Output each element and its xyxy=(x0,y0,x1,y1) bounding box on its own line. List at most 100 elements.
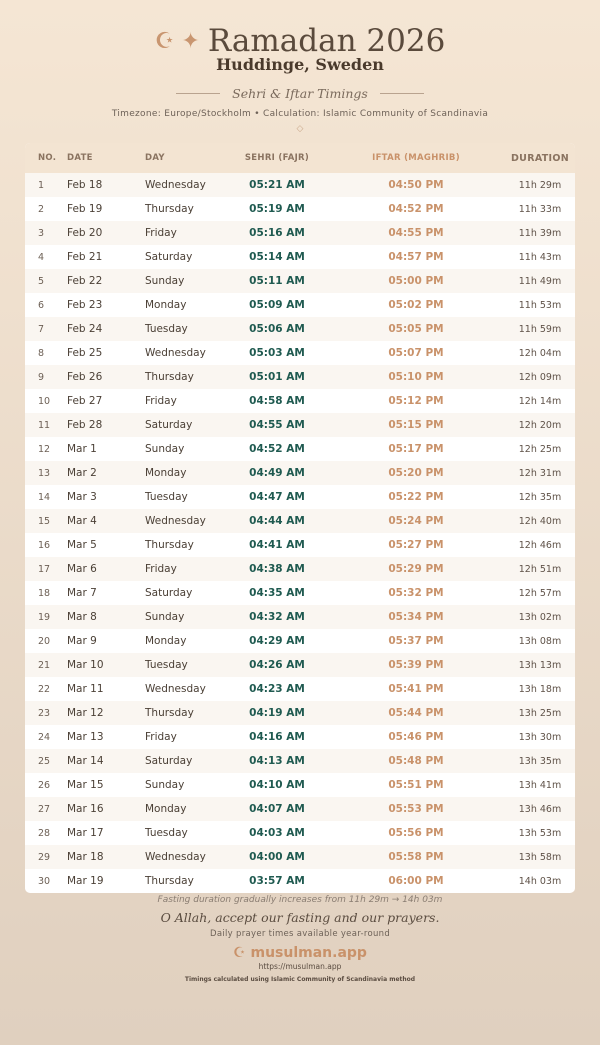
row-duration: 13h 08m xyxy=(518,635,562,647)
row-date: Mar 15 xyxy=(67,779,104,791)
table-row: 6 Feb 23 Monday 05:09 AM 05:02 PM 11h 53m xyxy=(25,293,575,317)
row-iftar: 05:20 PM xyxy=(388,467,444,479)
row-duration: 13h 53m xyxy=(518,827,562,839)
row-no: 17 xyxy=(38,563,51,575)
row-duration: 13h 30m xyxy=(518,731,562,743)
timezone-info: Timezone: Europe/Stockholm • Calculation… xyxy=(111,109,489,119)
row-iftar: 05:53 PM xyxy=(388,803,444,815)
row-sehri: 05:06 AM xyxy=(249,323,305,335)
row-iftar: 04:55 PM xyxy=(388,227,444,239)
col-date: DATE xyxy=(67,153,93,163)
row-day: Wednesday xyxy=(145,683,206,695)
url-link[interactable]: https://musulman.app xyxy=(258,962,342,971)
row-duration: 11h 53m xyxy=(518,299,562,311)
row-day: Tuesday xyxy=(145,827,188,839)
table-row: 26 Mar 15 Sunday 04:10 AM 05:51 PM 13h 41m xyxy=(25,773,575,797)
row-day: Thursday xyxy=(145,203,194,215)
row-iftar: 05:05 PM xyxy=(388,323,444,335)
row-day: Tuesday xyxy=(145,659,188,671)
row-day: Wednesday xyxy=(145,347,206,359)
row-sehri: 05:16 AM xyxy=(249,227,305,239)
subtitle-text: Sehri & Iftar Timings xyxy=(232,86,368,101)
table-row: 24 Mar 13 Friday 04:16 AM 05:46 PM 13h 30m xyxy=(25,725,575,749)
table-row: 14 Mar 3 Tuesday 04:47 AM 05:22 PM 12h 35m xyxy=(25,485,575,509)
row-date: Mar 12 xyxy=(67,707,104,719)
row-duration: 12h 20m xyxy=(518,419,562,431)
row-date: Feb 21 xyxy=(67,251,103,263)
row-date: Mar 7 xyxy=(67,587,97,599)
row-date: Feb 26 xyxy=(67,371,103,383)
header: ☪ ✦ Ramadan 2026 Huddinge, Sweden Sehri &… xyxy=(0,0,600,134)
row-day: Wednesday xyxy=(145,179,206,191)
row-iftar: 05:44 PM xyxy=(388,707,444,719)
row-date: Mar 4 xyxy=(67,515,97,527)
table-row: 22 Mar 11 Wednesday 04:23 AM 05:41 PM 13h 18m xyxy=(25,677,575,701)
row-sehri: 04:03 AM xyxy=(249,827,305,839)
row-day: Wednesday xyxy=(145,851,206,863)
row-iftar: 05:17 PM xyxy=(388,443,444,455)
table-row: 18 Mar 7 Saturday 04:35 AM 05:32 PM 12h 57m xyxy=(25,581,575,605)
row-sehri: 05:14 AM xyxy=(249,251,305,263)
footer: Fasting duration gradually increases fro… xyxy=(0,895,600,983)
table-body: 1 Feb 18 Wednesday 05:21 AM 04:50 PM 11h 29m 2… xyxy=(25,173,575,893)
row-duration: 12h 14m xyxy=(518,395,562,407)
row-day: Friday xyxy=(145,563,177,575)
row-iftar: 05:00 PM xyxy=(388,275,444,287)
row-sehri: 05:21 AM xyxy=(249,179,305,191)
row-iftar: 05:27 PM xyxy=(388,539,444,551)
row-sehri: 04:55 AM xyxy=(249,419,305,431)
row-duration: 14h 03m xyxy=(518,875,562,887)
row-duration: 13h 25m xyxy=(518,707,562,719)
row-duration: 12h 04m xyxy=(518,347,562,359)
row-iftar: 05:37 PM xyxy=(388,635,444,647)
table-row: 23 Mar 12 Thursday 04:19 AM 05:44 PM 13h 25m xyxy=(25,701,575,725)
row-no: 29 xyxy=(38,851,51,863)
row-duration: 12h 46m xyxy=(518,539,562,551)
table-row: 17 Mar 6 Friday 04:38 AM 05:29 PM 12h 51m xyxy=(25,557,575,581)
table-row: 16 Mar 5 Thursday 04:41 AM 05:27 PM 12h 46m xyxy=(25,533,575,557)
brand-link[interactable]: ☪ musulman.app xyxy=(0,945,600,961)
col-iftar: IFTAR (MAGHRIB) xyxy=(372,153,460,163)
row-sehri: 05:03 AM xyxy=(249,347,305,359)
row-duration: 13h 41m xyxy=(518,779,562,791)
row-date: Feb 28 xyxy=(67,419,103,431)
col-no: NO. xyxy=(38,153,57,163)
row-duration: 12h 35m xyxy=(518,491,562,503)
row-duration: 12h 40m xyxy=(518,515,562,527)
row-duration: 11h 29m xyxy=(518,179,562,191)
row-iftar: 05:10 PM xyxy=(388,371,444,383)
row-iftar: 05:58 PM xyxy=(388,851,444,863)
row-sehri: 04:49 AM xyxy=(249,467,305,479)
row-no: 24 xyxy=(38,731,51,743)
row-sehri: 03:57 AM xyxy=(249,875,305,887)
row-sehri: 04:13 AM xyxy=(249,755,305,767)
row-date: Feb 24 xyxy=(67,323,103,335)
table-row: 19 Mar 8 Sunday 04:32 AM 05:34 PM 13h 02m xyxy=(25,605,575,629)
row-iftar: 04:57 PM xyxy=(388,251,444,263)
table-header: NO. DATE DAY SEHRI (FAJR) IFTAR (MAGHRIB… xyxy=(25,143,575,173)
page-title: ☪ ✦ Ramadan 2026 xyxy=(154,23,446,59)
table-row: 2 Feb 19 Thursday 05:19 AM 04:52 PM 11h 33m xyxy=(25,197,575,221)
row-no: 7 xyxy=(38,323,45,335)
row-day: Friday xyxy=(145,731,177,743)
row-sehri: 04:26 AM xyxy=(249,659,305,671)
row-date: Mar 19 xyxy=(67,875,104,887)
row-sehri: 04:19 AM xyxy=(249,707,305,719)
row-no: 9 xyxy=(38,371,45,383)
row-date: Mar 1 xyxy=(67,443,97,455)
table-row: 21 Mar 10 Tuesday 04:26 AM 05:39 PM 13h 13m xyxy=(25,653,575,677)
row-no: 20 xyxy=(38,635,51,647)
row-no: 15 xyxy=(38,515,51,527)
row-sehri: 05:19 AM xyxy=(249,203,305,215)
row-no: 22 xyxy=(38,683,51,695)
row-iftar: 05:32 PM xyxy=(388,587,444,599)
row-sehri: 04:52 AM xyxy=(249,443,305,455)
row-date: Feb 27 xyxy=(67,395,103,407)
row-no: 19 xyxy=(38,611,51,623)
row-iftar: 05:24 PM xyxy=(388,515,444,527)
table-row: 4 Feb 21 Saturday 05:14 AM 04:57 PM 11h 43m xyxy=(25,245,575,269)
row-sehri: 04:23 AM xyxy=(249,683,305,695)
row-date: Feb 25 xyxy=(67,347,103,359)
table-row: 20 Mar 9 Monday 04:29 AM 05:37 PM 13h 08m xyxy=(25,629,575,653)
row-date: Feb 22 xyxy=(67,275,103,287)
